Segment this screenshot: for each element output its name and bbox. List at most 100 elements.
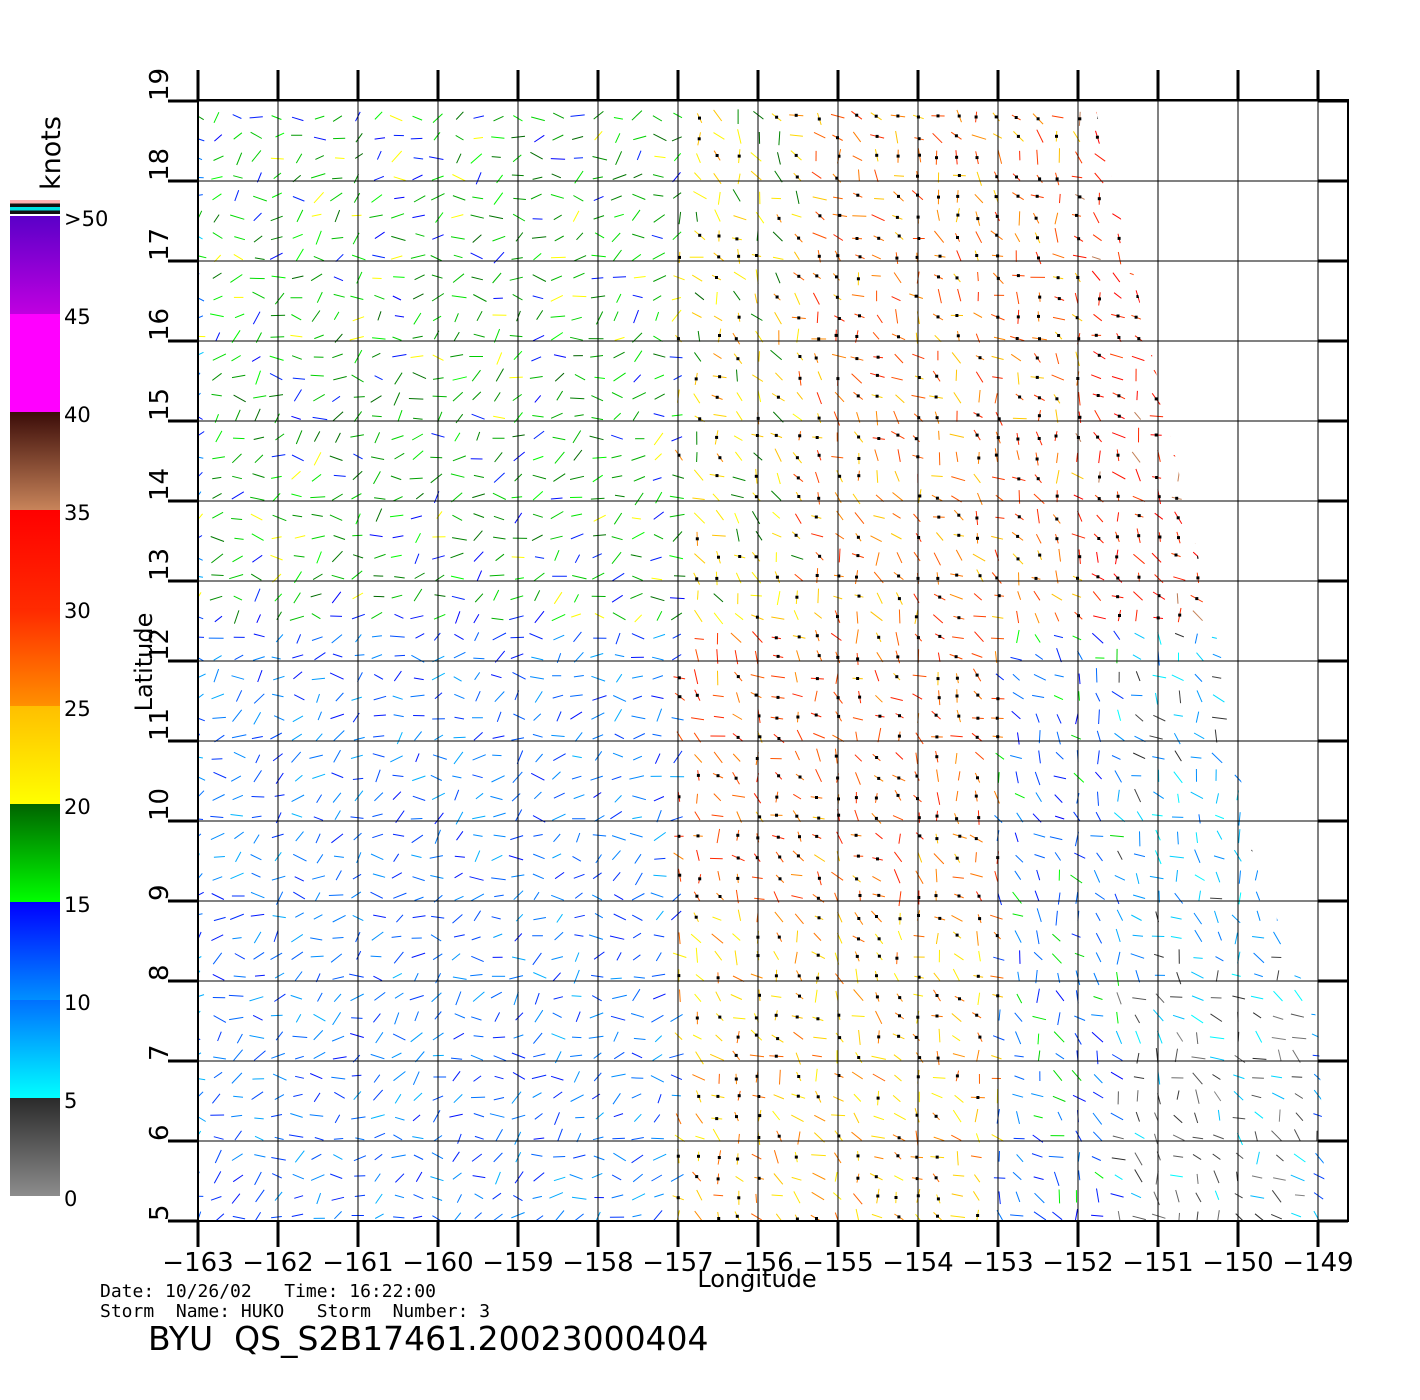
- wind-vector: [452, 514, 463, 521]
- wind-vector: [572, 430, 582, 444]
- wind-vector: [252, 1014, 263, 1021]
- wind-vector: [396, 914, 404, 923]
- wind-vector: [198, 673, 206, 681]
- wind-vector: [211, 893, 225, 900]
- wind-vector: [870, 535, 882, 543]
- wind-vector: [213, 655, 222, 661]
- wind-vector: [230, 872, 244, 880]
- wind-vector: [872, 875, 882, 882]
- wind-vector: [1132, 997, 1147, 1001]
- longitude-tick-label: −154: [882, 1248, 953, 1278]
- wind-vector: [695, 1051, 704, 1065]
- wind-vector: [871, 275, 881, 277]
- rain-flag-marker: [798, 775, 802, 779]
- wind-vector: [591, 995, 602, 1002]
- wind-vector: [1253, 172, 1267, 178]
- wind-vector: [454, 693, 465, 700]
- wind-vector: [394, 1012, 400, 1025]
- wind-vector: [454, 313, 459, 323]
- rain-flag-marker: [818, 554, 822, 558]
- wind-vector: [594, 232, 605, 239]
- wind-vector: [855, 629, 859, 644]
- wind-vector: [1209, 1056, 1225, 1061]
- wind-vector: [512, 434, 525, 438]
- wind-vector: [1190, 114, 1204, 118]
- wind-vector: [335, 870, 342, 881]
- wind-vector: [875, 552, 880, 566]
- wind-vector: [714, 950, 723, 961]
- rain-flag-marker: [954, 655, 958, 659]
- wind-vector: [733, 215, 747, 221]
- rain-flag-marker: [754, 1016, 758, 1020]
- wind-vector: [654, 453, 662, 461]
- wind-vector: [696, 793, 698, 804]
- wind-vector: [1275, 171, 1280, 185]
- wind-vector: [450, 1057, 463, 1060]
- wind-vector: [212, 511, 224, 519]
- wind-vector: [1136, 212, 1140, 224]
- wind-vector: [871, 214, 885, 222]
- rain-flag-marker: [776, 695, 780, 699]
- rain-flag-marker: [815, 634, 819, 638]
- wind-vector: [1336, 711, 1338, 725]
- rain-flag-marker: [955, 817, 959, 821]
- wind-vector: [450, 552, 464, 559]
- wind-vector: [198, 135, 205, 142]
- wind-vector: [532, 733, 543, 738]
- wind-vector: [1254, 1131, 1258, 1142]
- wind-vector: [630, 1013, 645, 1018]
- wind-vector: [592, 872, 602, 880]
- wind-vector: [470, 1054, 484, 1061]
- rain-flag-marker: [755, 254, 758, 257]
- wind-vector: [1093, 212, 1100, 224]
- wind-vector: [331, 634, 343, 644]
- wind-vector: [1313, 835, 1326, 842]
- wind-vector: [653, 432, 664, 446]
- rain-flag-marker: [1055, 494, 1059, 498]
- rain-flag-marker: [977, 894, 981, 898]
- rain-flag-marker: [856, 657, 860, 661]
- wind-vector: [231, 491, 245, 500]
- wind-vector: [253, 712, 262, 725]
- wind-vector: [374, 375, 383, 381]
- wind-vector: [1312, 631, 1326, 641]
- wind-vector: [712, 1128, 721, 1142]
- rain-flag-marker: [877, 893, 881, 897]
- wind-vector: [569, 475, 585, 480]
- wind-vector: [652, 115, 663, 122]
- wind-vector: [612, 249, 622, 262]
- wind-vector: [955, 369, 958, 381]
- wind-vector: [653, 1114, 661, 1123]
- wind-vector: [814, 854, 826, 862]
- wind-vector: [371, 194, 383, 203]
- wind-vector: [411, 433, 424, 441]
- wind-vector: [1252, 1077, 1264, 1079]
- wind-vector: [671, 436, 683, 442]
- wind-vector: [679, 989, 681, 1003]
- wind-vector: [372, 753, 385, 758]
- wind-vector: [390, 255, 403, 260]
- wind-vector: [1055, 990, 1065, 1002]
- wind-vector: [833, 411, 841, 426]
- rain-flag-marker: [1155, 476, 1159, 479]
- wind-vector: [1091, 632, 1104, 644]
- wind-vector: [310, 1174, 325, 1181]
- rain-flag-marker: [897, 1215, 901, 1219]
- rain-flag-marker: [1135, 116, 1138, 120]
- wind-vector: [615, 151, 623, 166]
- rain-flag-marker: [955, 856, 959, 860]
- wind-vector: [513, 713, 526, 720]
- wind-vector: [1278, 1109, 1281, 1122]
- wind-vector: [1256, 672, 1263, 682]
- wind-vector: [612, 871, 621, 882]
- wind-vector: [1093, 996, 1103, 1000]
- wind-vector: [293, 694, 305, 701]
- rain-flag-marker: [877, 635, 881, 639]
- wind-vector: [1172, 174, 1181, 182]
- wind-vector: [1234, 630, 1241, 645]
- rain-flag-marker: [837, 1013, 841, 1017]
- wind-vector: [515, 1012, 524, 1021]
- wind-vector: [694, 1210, 703, 1221]
- rain-flag-marker: [877, 954, 881, 958]
- wind-vector: [573, 873, 585, 879]
